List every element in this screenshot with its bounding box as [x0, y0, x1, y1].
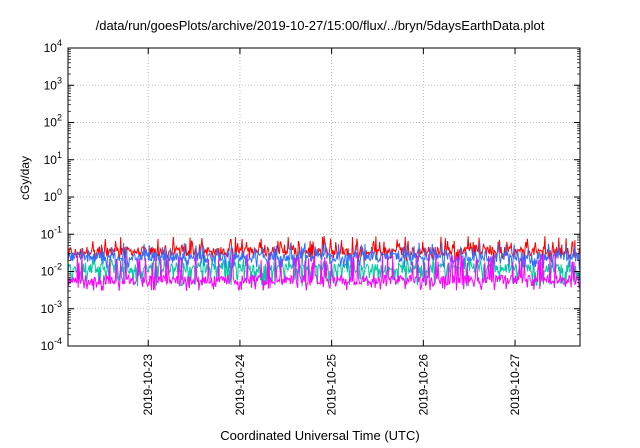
y-tick-label: 100	[44, 187, 62, 204]
series-line-4	[67, 253, 581, 291]
x-tick-label: 2019-10-27	[508, 354, 522, 416]
grid-lines	[68, 48, 580, 346]
x-tick-label: 2019-10-24	[233, 354, 247, 416]
x-tick-label: 2019-10-26	[416, 354, 430, 416]
x-tick-label: 2019-10-25	[325, 354, 339, 416]
y-tick-label: 10-2	[41, 262, 62, 279]
x-axis: 2019-10-23 2019-10-24 2019-10-25 2019-10-26…	[141, 48, 522, 415]
chart-title: /data/run/goesPlots/archive/2019-10-27/1…	[95, 18, 545, 33]
x-axis-label: Coordinated Universal Time (UTC)	[220, 428, 420, 443]
series-line-1	[67, 236, 581, 263]
y-axis: 10-4 10-3 10-2 10-1 100 101 102 103 104	[41, 38, 580, 353]
series-line-3	[67, 242, 581, 271]
y-tick-label: 103	[44, 75, 62, 92]
y-tick-label: 104	[44, 38, 62, 55]
series-group	[67, 236, 581, 291]
x-tick-label: 2019-10-23	[141, 354, 155, 416]
y-tick-label: 101	[44, 150, 62, 167]
y-tick-label: 10-1	[41, 224, 62, 241]
y-tick-label: 10-3	[41, 299, 62, 316]
y-tick-label: 102	[44, 113, 62, 130]
y-tick-label: 10-4	[41, 336, 62, 353]
